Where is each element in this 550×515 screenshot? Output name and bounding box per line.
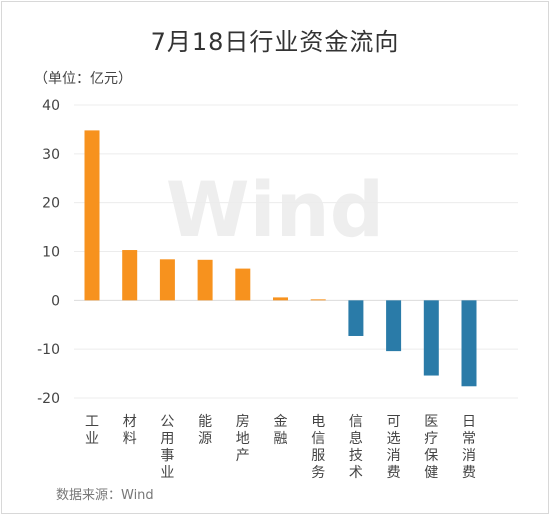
x-tick-label: 公用事业 <box>160 414 174 481</box>
x-tick-label: 日常消费 <box>462 414 476 481</box>
watermark: Wind <box>166 165 384 254</box>
y-tick-label: 40 <box>42 98 60 114</box>
y-tick-label: -20 <box>37 391 60 407</box>
bars <box>84 130 477 387</box>
bar-5 <box>235 268 251 301</box>
y-axis: 40 30 20 10 0 -10 -20 <box>37 98 60 407</box>
grid-lines <box>74 104 518 399</box>
y-tick-label: 10 <box>42 245 60 261</box>
x-tick-label: 金融 <box>274 414 288 447</box>
x-tick-label: 房地产 <box>236 414 250 464</box>
x-tick-label: 可选消费 <box>387 414 401 481</box>
bar-2 <box>122 250 138 301</box>
x-tick-label: 医疗保健 <box>424 414 438 481</box>
x-tick-label: 工业 <box>85 414 99 447</box>
bar-10 <box>423 300 439 376</box>
unit-label: （单位：亿元） <box>34 71 132 87</box>
y-tick-label: 20 <box>42 196 60 212</box>
bar-4 <box>197 259 213 301</box>
x-tick-label: 能源 <box>198 414 212 447</box>
y-tick-label: 30 <box>42 147 60 163</box>
source-label: 数据来源：Wind <box>56 488 154 503</box>
y-tick-label: -10 <box>37 342 60 358</box>
x-tick-label: 电信服务 <box>311 414 325 481</box>
bar-6 <box>273 297 288 301</box>
chart-title: 7月18日行业资金流向 <box>150 28 400 56</box>
y-tick-label: 0 <box>51 293 60 309</box>
bar-7 <box>310 299 326 301</box>
x-tick-label: 信息技术 <box>349 414 363 481</box>
bar-9 <box>386 300 402 352</box>
bar-3 <box>159 259 175 301</box>
x-tick-label: 材料 <box>123 414 137 447</box>
bar-11 <box>461 300 477 387</box>
bar-1 <box>84 130 100 301</box>
bar-8 <box>348 300 364 336</box>
